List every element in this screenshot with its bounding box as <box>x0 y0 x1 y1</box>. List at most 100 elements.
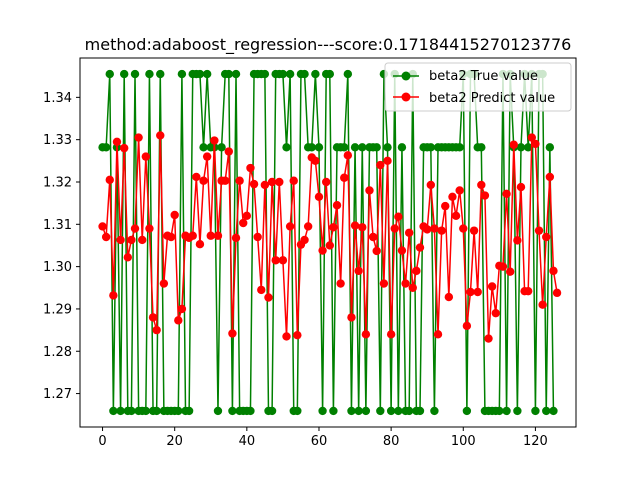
data-point-predict <box>329 223 338 232</box>
data-point-true <box>314 143 324 152</box>
y-tick-label: 1.28 <box>43 345 72 360</box>
data-point-true <box>350 143 360 152</box>
data-point-predict <box>300 235 309 245</box>
data-point-true <box>116 406 125 416</box>
data-point-predict <box>249 179 259 189</box>
data-point-predict <box>350 221 360 230</box>
data-point-true <box>549 406 558 416</box>
y-axis: 1.27 1.28 1.29 1.30 1.31 1.32 1.33 1.34 <box>43 91 80 402</box>
data-point-true <box>127 406 136 416</box>
data-point-true <box>358 143 367 152</box>
data-point-predict <box>477 180 486 190</box>
data-point-true <box>361 406 371 416</box>
data-point-predict <box>480 191 490 200</box>
data-point-true <box>300 69 309 79</box>
data-point-predict <box>105 175 114 185</box>
data-point-predict <box>278 256 288 265</box>
data-point-predict <box>358 223 367 232</box>
data-point-predict <box>404 228 414 237</box>
data-point-predict <box>314 192 324 201</box>
data-point-true <box>293 406 302 416</box>
data-point-predict <box>98 222 107 231</box>
data-point-predict <box>361 330 371 339</box>
data-point-predict <box>239 218 248 228</box>
data-point-predict <box>354 266 363 276</box>
data-point-predict <box>123 253 132 262</box>
data-point-predict <box>459 224 468 233</box>
data-point-predict <box>376 160 385 170</box>
data-point-predict <box>285 222 295 231</box>
data-point-predict <box>426 180 436 190</box>
data-point-predict <box>466 287 475 297</box>
data-point-predict <box>152 325 161 335</box>
data-point-true <box>184 406 194 416</box>
y-tick-label: 1.32 <box>43 175 72 190</box>
data-point-true <box>130 69 140 79</box>
data-point-predict <box>159 279 169 288</box>
data-point-predict <box>513 236 522 245</box>
data-point-true <box>285 69 295 79</box>
data-point-predict <box>116 235 125 245</box>
data-point-true <box>415 406 425 416</box>
data-point-true <box>199 143 208 152</box>
data-point-predict <box>487 282 497 291</box>
x-tick-label: 100 <box>451 434 476 449</box>
data-point-predict <box>156 131 165 140</box>
x-tick-label: 40 <box>239 434 256 449</box>
data-point-predict <box>199 176 208 185</box>
data-point-predict <box>101 232 111 242</box>
data-point-true <box>340 143 349 152</box>
y-tick-label: 1.34 <box>43 91 72 106</box>
data-point-predict <box>195 239 205 249</box>
data-point-predict <box>303 222 313 231</box>
y-tick-label: 1.29 <box>43 302 72 317</box>
x-tick-label: 60 <box>311 434 328 449</box>
data-point-predict <box>235 176 244 185</box>
legend-marker-true <box>401 71 411 81</box>
data-point-true <box>513 406 522 416</box>
data-point-predict <box>534 226 544 235</box>
data-point-predict <box>394 212 403 221</box>
data-point-true <box>318 406 327 416</box>
plot-frame <box>79 57 577 428</box>
data-point-true <box>542 406 551 416</box>
data-point-predict <box>119 143 129 153</box>
data-point-true <box>347 406 356 416</box>
data-point-true <box>329 406 338 416</box>
data-point-predict <box>462 321 472 331</box>
data-point-true <box>343 69 353 79</box>
data-point-predict <box>343 151 353 160</box>
data-point-predict <box>545 172 555 182</box>
data-point-predict <box>542 232 551 242</box>
data-point-predict <box>325 241 334 250</box>
data-point-predict <box>220 176 230 185</box>
legend: beta2 True value beta2 Predict value <box>384 62 572 112</box>
x-tick-label: 20 <box>166 434 183 449</box>
data-point-predict <box>336 279 345 288</box>
data-point-predict <box>231 233 241 243</box>
data-point-true <box>516 143 526 152</box>
data-point-predict <box>228 329 237 338</box>
data-point-true <box>455 143 464 152</box>
data-point-true <box>545 143 555 152</box>
data-point-predict <box>112 137 122 146</box>
data-point-true <box>426 143 436 152</box>
chart-title: method:adaboost_regression---score:0.171… <box>85 35 572 55</box>
plot-area <box>98 69 562 416</box>
data-point-predict <box>141 152 151 161</box>
data-point-predict <box>423 225 432 234</box>
legend-box <box>384 62 572 112</box>
data-point-true <box>141 406 151 416</box>
data-point-true <box>202 69 212 79</box>
data-point-predict <box>188 231 197 240</box>
x-tick-label: 0 <box>98 434 106 449</box>
y-tick-label: 1.33 <box>43 133 72 148</box>
data-point-predict <box>206 231 215 240</box>
data-point-predict <box>527 133 537 142</box>
data-point-true <box>101 143 111 152</box>
data-point-true <box>502 406 511 416</box>
data-point-predict <box>473 287 482 297</box>
data-point-true <box>174 406 183 416</box>
data-point-predict <box>433 330 443 339</box>
